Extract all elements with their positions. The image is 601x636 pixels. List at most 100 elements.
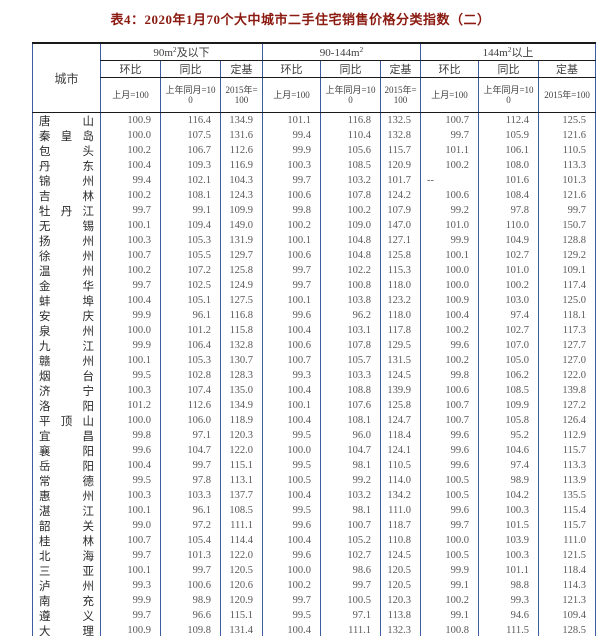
superscript-2: 2 <box>507 45 512 54</box>
city-name: 牡丹江 <box>32 203 101 218</box>
index-value-cell: 126.4 <box>538 413 597 428</box>
index-value-cell: 105.1 <box>160 293 221 308</box>
index-value-cell: 103.1 <box>320 323 381 338</box>
index-value-cell: 122.0 <box>219 443 263 458</box>
index-value-cell: 116.9 <box>219 158 263 173</box>
index-value-cell: 101.1 <box>478 563 539 578</box>
index-value-cell: 97.8 <box>160 473 221 488</box>
index-value-cell: 100.7 <box>420 112 479 128</box>
index-value-cell: 100.1 <box>100 503 161 518</box>
index-value-cell: 99.7 <box>420 518 479 533</box>
index-value-cell: 111.0 <box>538 533 597 548</box>
index-value-cell: 105.6 <box>320 143 381 158</box>
index-value-cell: 99.2 <box>320 473 381 488</box>
table-row: 岳阳 100.4 99.7 115.1 99.5 98.1 110.5 99.6 97.4 113… <box>32 458 597 473</box>
index-value-cell: 100.2 <box>262 218 321 233</box>
index-value-cell: 99.8 <box>100 428 161 443</box>
index-value-cell: 99.5 <box>100 368 161 383</box>
index-value-cell: 99.4 <box>100 173 161 188</box>
index-value-cell: 112.4 <box>478 112 539 128</box>
index-value-cell: 100.6 <box>420 383 479 398</box>
index-value-cell: 122.0 <box>538 368 597 383</box>
base-header-prev-year: 上年同月=100 <box>478 77 539 113</box>
index-value-cell: 129.2 <box>538 248 597 263</box>
index-value-cell: 102.7 <box>320 548 381 563</box>
index-value-cell: 150.7 <box>538 218 597 233</box>
index-value-cell: 107.0 <box>478 338 539 353</box>
index-value-cell: 134.9 <box>219 112 263 128</box>
index-value-cell: 100.7 <box>100 533 161 548</box>
city-name: 唐山 <box>32 112 101 128</box>
table-row: 平顶山 100.0 106.0 118.9 100.4 108.1 124.7 100.7 10… <box>32 413 597 428</box>
index-value-cell: 106.0 <box>160 413 221 428</box>
city-name: 惠州 <box>32 488 101 503</box>
index-value-cell: 100.6 <box>262 338 321 353</box>
index-value-cell: 99.8 <box>420 368 479 383</box>
index-value-cell: 124.1 <box>380 443 421 458</box>
index-value-cell: 100.2 <box>478 278 539 293</box>
table-row: 大理 100.9 109.8 131.4 100.4 111.1 132.3 100.8 111… <box>32 623 597 636</box>
metric-header-mom: 环比 <box>262 60 321 78</box>
city-name: 南充 <box>32 593 101 608</box>
city-name: 宜昌 <box>32 428 101 443</box>
index-value-cell: 113.1 <box>219 473 263 488</box>
index-value-cell: 96.2 <box>320 308 381 323</box>
index-value-cell: 95.2 <box>478 428 539 443</box>
index-value-cell: 99.7 <box>100 203 161 218</box>
index-value-cell: 100.5 <box>420 488 479 503</box>
index-value-cell: 108.5 <box>478 383 539 398</box>
index-value-cell: 112.6 <box>219 143 263 158</box>
index-value-cell: -- <box>420 173 479 188</box>
index-value-cell: 108.1 <box>320 413 381 428</box>
index-value-cell: 99.9 <box>100 593 161 608</box>
index-value-cell: 101.5 <box>478 518 539 533</box>
index-value-cell: 99.6 <box>262 518 321 533</box>
index-value-cell: 100.2 <box>100 263 161 278</box>
table-row: 桂林 100.7 105.4 114.4 100.4 105.2 110.8 100.0 103… <box>32 533 597 548</box>
index-value-cell: 97.2 <box>160 518 221 533</box>
index-value-cell: 99.2 <box>420 203 479 218</box>
index-value-cell: 107.4 <box>160 383 221 398</box>
index-value-cell: 109.8 <box>160 623 221 636</box>
index-value-cell: 102.7 <box>478 248 539 263</box>
index-value-cell: 100.2 <box>320 203 381 218</box>
table-row: 韶关 99.0 97.2 111.1 99.6 100.7 118.7 99.7 101.5 11… <box>32 518 597 533</box>
table-row: 赣州 100.1 105.3 130.7 100.7 105.7 131.5 100.2 105… <box>32 353 597 368</box>
index-value-cell: 99.8 <box>262 203 321 218</box>
metric-header-base: 定基 <box>219 60 263 78</box>
index-value-cell: 109.1 <box>538 263 597 278</box>
index-value-cell: 100.8 <box>320 278 381 293</box>
index-value-cell: 100.5 <box>262 473 321 488</box>
index-value-cell: 120.5 <box>380 563 421 578</box>
index-value-cell: 128.3 <box>219 368 263 383</box>
index-value-cell: 105.7 <box>320 353 381 368</box>
index-value-cell: 99.1 <box>420 578 479 593</box>
index-value-cell: 100.2 <box>262 578 321 593</box>
index-value-cell: 101.3 <box>160 548 221 563</box>
city-name: 济宁 <box>32 383 101 398</box>
index-value-cell: 97.1 <box>160 428 221 443</box>
index-value-cell: 100.3 <box>100 383 161 398</box>
index-value-cell: 109.4 <box>538 608 597 623</box>
index-value-cell: 121.5 <box>538 548 597 563</box>
city-name: 无锡 <box>32 218 101 233</box>
index-value-cell: 99.6 <box>420 443 479 458</box>
index-value-cell: 107.5 <box>160 128 221 143</box>
index-value-cell: 114.4 <box>219 533 263 548</box>
group-header-144-above: 144m2以上 <box>420 43 597 61</box>
city-name: 包头 <box>32 143 101 158</box>
index-value-cell: 100.2 <box>100 188 161 203</box>
city-name: 烟台 <box>32 368 101 383</box>
index-value-cell: 100.3 <box>478 548 539 563</box>
table-row: 湛江 100.1 96.1 108.5 99.5 98.1 111.0 99.6 100.3 11… <box>32 503 597 518</box>
base-header-prev-year: 上年同月=100 <box>320 77 381 113</box>
city-name: 蚌埠 <box>32 293 101 308</box>
index-value-cell: 132.3 <box>380 623 421 636</box>
index-value-cell: 130.7 <box>219 353 263 368</box>
index-value-cell: 116.8 <box>219 308 263 323</box>
index-value-cell: 100.8 <box>420 623 479 636</box>
metric-header-base: 定基 <box>380 60 421 78</box>
index-value-cell: 120.3 <box>380 593 421 608</box>
index-value-cell: 122.0 <box>219 548 263 563</box>
group-label: 90m <box>153 47 173 59</box>
